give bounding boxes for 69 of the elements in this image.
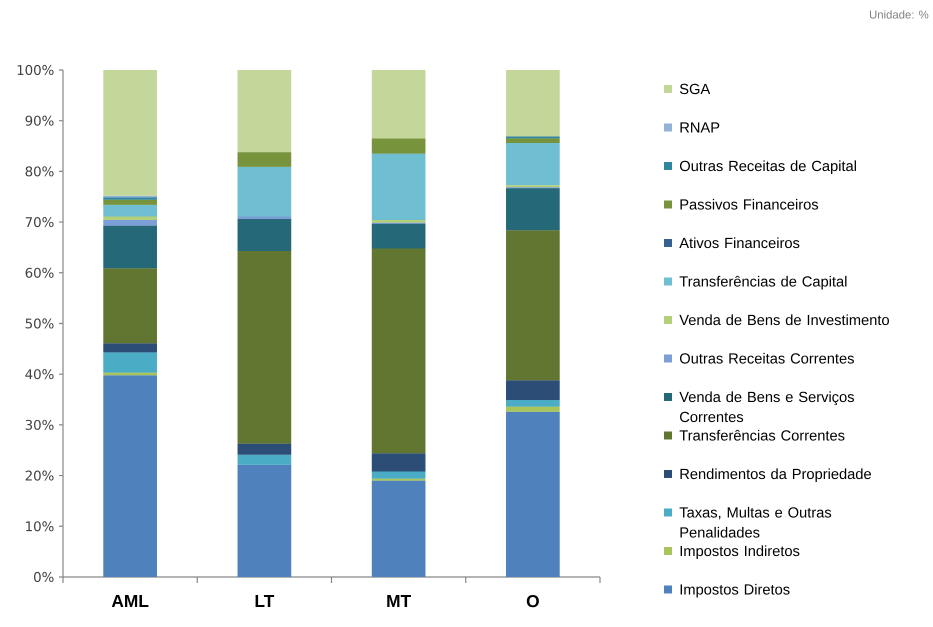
x-tick-label: LT <box>256 595 274 607</box>
text: Unidade: % <box>870 10 928 19</box>
bar <box>103 216 157 220</box>
y-tick-label: 40% <box>25 369 54 380</box>
y-tick-label: 20% <box>26 470 54 481</box>
bar <box>103 226 157 268</box>
legend-label: Outras Receitas de Capital <box>680 160 856 174</box>
y-tick-label: 60% <box>26 268 54 278</box>
bar <box>103 200 157 205</box>
bar <box>103 70 157 196</box>
y-tick-label: 0% <box>34 572 54 582</box>
bar <box>238 454 292 465</box>
bar <box>103 372 157 376</box>
y-tick-label: 70% <box>26 217 54 228</box>
bar <box>506 412 560 577</box>
legend-label: Impostos Indiretos <box>680 545 800 560</box>
bar <box>506 380 560 400</box>
x-tick-label: AML <box>112 595 148 607</box>
bar <box>238 166 292 217</box>
bar <box>372 138 426 154</box>
y-tick-label: 10% <box>26 521 54 532</box>
legend-label: Transferências Correntes <box>680 430 844 441</box>
bar <box>238 444 292 455</box>
bar <box>238 216 292 220</box>
x-tick-label: MT <box>387 595 411 607</box>
bar <box>103 204 157 217</box>
bar <box>238 464 292 577</box>
bar <box>506 142 560 186</box>
y-tick-label: 100% <box>18 64 54 76</box>
bar <box>506 406 560 412</box>
bar <box>372 472 426 479</box>
bar <box>506 70 560 136</box>
bar <box>103 268 157 344</box>
bar <box>238 70 292 152</box>
bar <box>372 220 426 223</box>
legend-label: Taxas, Multas e Outras Penalidades <box>680 506 832 538</box>
bar <box>506 400 560 407</box>
bar <box>103 352 157 373</box>
legend-label: RNAP <box>680 122 720 132</box>
y-tick-label: 30% <box>26 420 54 430</box>
legend-label: Outras Receitas Correntes <box>680 352 854 364</box>
bar <box>506 230 560 380</box>
bar <box>238 219 292 251</box>
bar <box>103 375 157 577</box>
y-tick-label: 50% <box>26 318 54 329</box>
y-tick-label: 90% <box>25 116 54 126</box>
legend-label: Ativos Financeiros <box>679 237 800 248</box>
bar <box>372 480 426 577</box>
y-tick-label: 80% <box>26 166 54 176</box>
x-tick-label: O <box>526 595 539 608</box>
bar <box>238 152 292 167</box>
bar <box>372 248 426 454</box>
bar <box>372 154 426 220</box>
bar <box>506 138 560 143</box>
legend-label: Impostos Diretos <box>680 584 790 598</box>
bar <box>372 453 426 472</box>
bar <box>372 224 426 248</box>
legend-label: Venda de Bens e Serviços Correntes <box>679 391 854 422</box>
bar <box>103 220 157 226</box>
bar <box>372 70 426 138</box>
legend-label: Rendimentos da Propriedade <box>680 468 871 482</box>
legend-label: Venda de Bens de Investimento <box>679 314 889 326</box>
bar <box>506 188 560 230</box>
bar <box>103 343 157 352</box>
legend-label: SGA <box>680 84 710 94</box>
bar <box>103 197 157 200</box>
legend-label: Transferências de Capital <box>680 276 846 290</box>
bar <box>238 250 292 444</box>
legend-label: Passivos Financeiros <box>680 198 818 210</box>
